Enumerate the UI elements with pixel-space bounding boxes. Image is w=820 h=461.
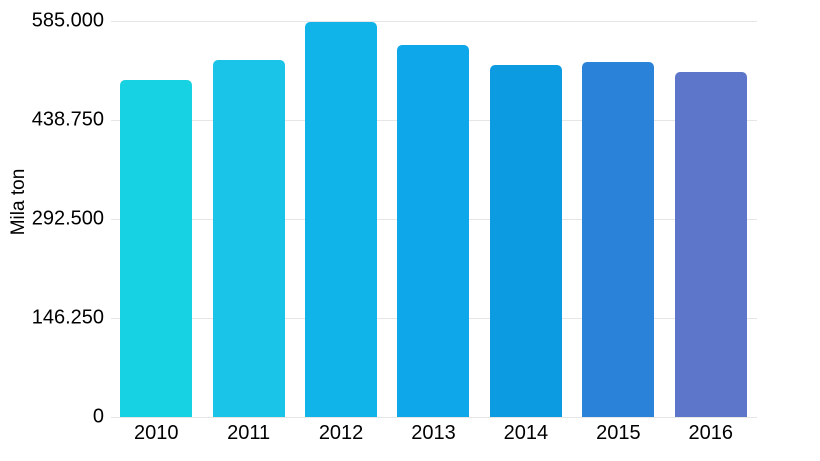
bar-slot-2015 — [572, 21, 664, 417]
y-tick-label: 0 — [92, 405, 104, 428]
bar-2013[interactable] — [397, 44, 470, 417]
bar-slot-2010 — [110, 21, 202, 417]
gridline — [111, 416, 757, 418]
y-tick-label: 438.750 — [31, 108, 104, 131]
gridline — [111, 20, 757, 22]
plot-area — [110, 21, 757, 417]
x-tick-label-2012: 2012 — [318, 422, 364, 444]
x-tick-label-2016: 2016 — [688, 422, 734, 444]
y-tick-label: 146.250 — [31, 306, 104, 329]
bar-slot-2014 — [480, 21, 572, 417]
x-tick-label-2014: 2014 — [503, 422, 549, 444]
bar-2012[interactable] — [305, 21, 378, 417]
x-tick-label-2011: 2011 — [227, 422, 271, 444]
bar-2010[interactable] — [120, 79, 193, 417]
bar-2011[interactable] — [212, 59, 285, 417]
bar-slot-2013 — [387, 21, 479, 417]
x-tick-label-2015: 2015 — [596, 422, 641, 444]
y-tick-label: 585.000 — [31, 9, 104, 32]
bar-2016[interactable] — [674, 72, 747, 417]
bar-2014[interactable] — [489, 65, 562, 417]
bar-slot-2012 — [295, 21, 387, 417]
x-tick-label-2010: 2010 — [133, 422, 179, 444]
bar-2015[interactable] — [582, 62, 655, 417]
y-tick-label: 292.500 — [31, 207, 104, 230]
bar-slot-2016 — [665, 21, 757, 417]
bar-slot-2011 — [202, 21, 294, 417]
x-tick-label-2013: 2013 — [411, 422, 456, 444]
